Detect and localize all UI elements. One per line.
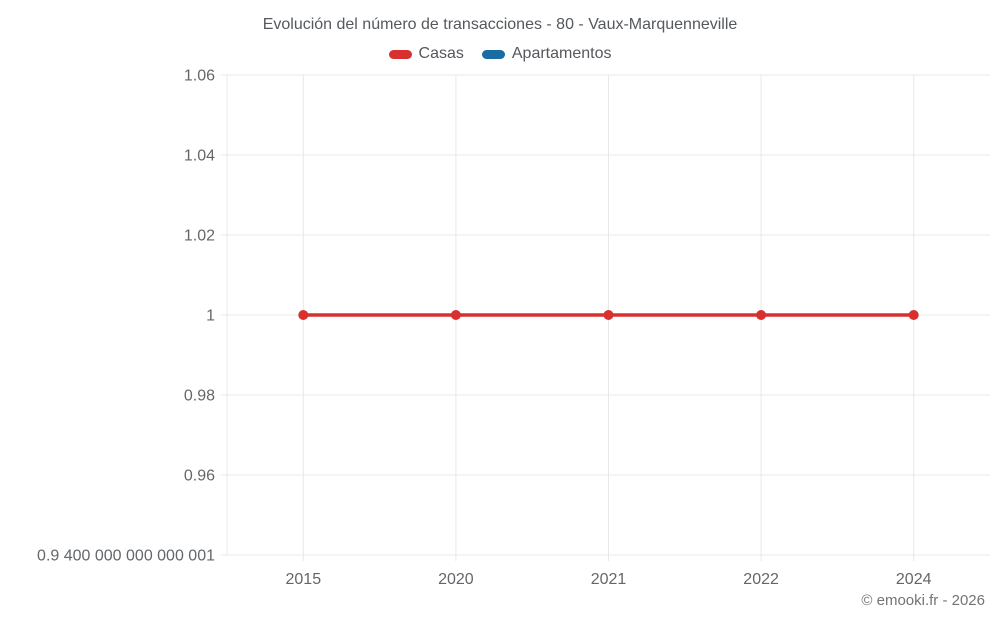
- legend-swatch-casas-icon: [388, 49, 412, 59]
- y-tick-label: 0.96: [184, 468, 215, 485]
- copyright: © emooki.fr - 2026: [861, 592, 985, 609]
- y-tick-label: 1.06: [184, 68, 215, 85]
- y-tick-label: 1: [206, 308, 215, 325]
- legend-item-apartamentos[interactable]: Apartamentos: [481, 45, 612, 63]
- legend-item-casas[interactable]: Casas: [388, 45, 464, 63]
- x-tick-label: 2015: [286, 571, 322, 588]
- x-tick-label: 2020: [438, 571, 474, 588]
- legend: Casas Apartamentos: [0, 45, 1000, 63]
- x-tick-label: 2024: [896, 571, 932, 588]
- data-point-casas-2020[interactable]: [450, 310, 461, 320]
- x-tick-label: 2021: [591, 571, 627, 588]
- data-point-casas-2022[interactable]: [756, 310, 767, 320]
- y-tick-label: 0.9 400 000 000 000 001: [37, 548, 215, 565]
- chart-title: Evolución del número de transacciones - …: [262, 16, 738, 33]
- legend-label-apartamentos: Apartamentos: [511, 45, 612, 62]
- legend-swatch-apartamentos-icon: [481, 49, 505, 59]
- y-tick-label: 1.02: [184, 228, 215, 245]
- y-tick-label: 1.04: [184, 148, 215, 165]
- legend-label-casas: Casas: [418, 45, 464, 62]
- data-point-casas-2015[interactable]: [298, 310, 309, 320]
- data-point-casas-2024[interactable]: [908, 310, 919, 320]
- x-tick-label: 2022: [743, 571, 779, 588]
- data-point-casas-2021[interactable]: [603, 310, 614, 320]
- y-tick-label: 0.98: [184, 388, 215, 405]
